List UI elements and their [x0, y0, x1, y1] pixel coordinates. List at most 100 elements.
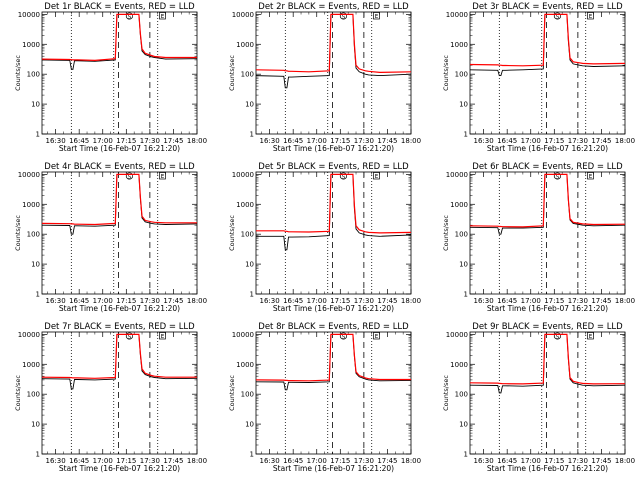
x-tick-label: 17:30 — [354, 297, 374, 305]
x-tick-label: 17:15 — [330, 137, 350, 145]
y-tick-label: 10 — [245, 101, 254, 109]
x-tick-label: 16:30 — [474, 137, 494, 145]
y-tick-label: 10 — [245, 421, 254, 429]
y-axis-label: Counts/sec — [442, 375, 450, 411]
series-line-lld — [256, 333, 411, 382]
chart-panel-9: Det 9r BLACK = Events, RED = LLD 1 10 100 10… — [442, 322, 635, 473]
y-tick-label: 10000 — [18, 331, 40, 339]
x-tick-label: 17:00 — [307, 297, 327, 305]
plot-frame — [469, 331, 626, 455]
series-line-events — [256, 13, 411, 89]
y-tick-label: 1 — [36, 131, 40, 139]
x-tick-label: 16:45 — [283, 297, 303, 305]
marker-label: S — [342, 174, 346, 180]
x-tick-label: 18:00 — [615, 137, 635, 145]
marker-label: S — [342, 334, 346, 340]
x-tick-label: 17:00 — [93, 457, 113, 465]
x-tick-label: 18:00 — [187, 137, 207, 145]
x-axis-label: Start Time (16-Feb-07 16:21:20) — [487, 464, 608, 473]
marker-label: E — [589, 174, 593, 180]
x-tick-label: 17:15 — [330, 297, 350, 305]
chart-panel-2: Det 2r BLACK = Events, RED = LLD 1 10 100 10… — [228, 2, 421, 153]
x-tick-label: 17:00 — [93, 297, 113, 305]
x-tick-label: 16:30 — [46, 457, 66, 465]
chart-panel-1: Det 1r BLACK = Events, RED = LLD 1 10 100 10… — [14, 2, 207, 153]
x-tick-label: 17:15 — [544, 297, 564, 305]
x-axis-label: Start Time (16-Feb-07 16:21:20) — [59, 144, 180, 153]
y-tick-label: 1000 — [22, 41, 40, 49]
x-axis-label: Start Time (16-Feb-07 16:21:20) — [273, 304, 394, 313]
saa-end-marker — [587, 332, 594, 340]
y-tick-label: 1000 — [22, 201, 40, 209]
y-tick-label: 1000 — [22, 361, 40, 369]
x-tick-label: 17:00 — [93, 137, 113, 145]
x-tick-label: 17:45 — [377, 297, 397, 305]
y-axis-label: Counts/sec — [14, 55, 22, 91]
marker-label: S — [556, 14, 560, 20]
series-line-lld — [42, 13, 197, 62]
x-tick-label: 17:30 — [140, 137, 160, 145]
y-tick-label: 100 — [455, 71, 468, 79]
marker-label: E — [375, 334, 379, 340]
plot-frame — [41, 171, 198, 295]
y-tick-label: 1 — [250, 291, 254, 299]
x-tick-label: 17:15 — [116, 457, 136, 465]
y-axis-label: Counts/sec — [14, 375, 22, 411]
x-tick-label: 18:00 — [401, 457, 421, 465]
x-tick-label: 18:00 — [187, 297, 207, 305]
y-axis-label: Counts/sec — [14, 215, 22, 251]
y-tick-label: 100 — [27, 391, 40, 399]
y-tick-label: 10 — [31, 421, 40, 429]
x-axis-label: Start Time (16-Feb-07 16:21:20) — [59, 464, 180, 473]
marker-label: S — [556, 174, 560, 180]
chart-title: Det 2r BLACK = Events, RED = LLD — [258, 2, 409, 12]
x-tick-label: 17:15 — [544, 457, 564, 465]
y-tick-label: 10 — [459, 261, 468, 269]
x-tick-label: 16:30 — [260, 137, 280, 145]
y-tick-label: 10000 — [232, 11, 254, 19]
series-line-lld — [42, 333, 197, 379]
y-tick-label: 10000 — [446, 171, 468, 179]
chart-title: Det 7r BLACK = Events, RED = LLD — [44, 322, 195, 332]
series-line-events — [256, 173, 411, 251]
x-tick-label: 17:00 — [521, 297, 541, 305]
x-tick-label: 16:45 — [69, 137, 89, 145]
saa-end-marker — [159, 172, 166, 180]
plot-frame — [255, 11, 412, 135]
x-tick-label: 17:00 — [521, 137, 541, 145]
x-tick-label: 16:45 — [283, 457, 303, 465]
chart-title: Det 5r BLACK = Events, RED = LLD — [258, 162, 409, 172]
x-tick-label: 17:00 — [307, 457, 327, 465]
marker-label: E — [161, 334, 165, 340]
marker-label: S — [128, 334, 132, 340]
y-tick-label: 10000 — [18, 171, 40, 179]
y-tick-label: 1 — [464, 131, 468, 139]
y-tick-label: 1 — [250, 451, 254, 459]
x-tick-label: 16:30 — [474, 457, 494, 465]
series-line-events — [470, 13, 625, 77]
y-tick-label: 100 — [241, 391, 254, 399]
chart-panel-4: Det 4r BLACK = Events, RED = LLD 1 10 100 10… — [14, 162, 207, 313]
series-line-events — [470, 173, 625, 235]
y-tick-label: 1 — [36, 291, 40, 299]
marker-label: E — [161, 14, 165, 20]
series-line-lld — [470, 13, 625, 67]
y-tick-label: 10 — [31, 101, 40, 109]
y-tick-label: 100 — [241, 71, 254, 79]
y-tick-label: 10000 — [446, 11, 468, 19]
chart-title: Det 8r BLACK = Events, RED = LLD — [258, 322, 409, 332]
saa-end-marker — [373, 332, 380, 340]
x-tick-label: 16:45 — [497, 297, 517, 305]
x-tick-label: 16:30 — [46, 297, 66, 305]
series-line-lld — [256, 13, 411, 74]
y-tick-label: 100 — [455, 391, 468, 399]
y-tick-label: 10 — [245, 261, 254, 269]
saa-end-marker — [159, 332, 166, 340]
x-tick-label: 17:15 — [116, 137, 136, 145]
x-tick-label: 16:30 — [474, 297, 494, 305]
x-tick-label: 17:00 — [307, 137, 327, 145]
chart-panel-8: Det 8r BLACK = Events, RED = LLD 1 10 100 10… — [228, 322, 421, 473]
chart-panel-6: Det 6r BLACK = Events, RED = LLD 1 10 100 10… — [442, 162, 635, 313]
x-axis-label: Start Time (16-Feb-07 16:21:20) — [59, 304, 180, 313]
